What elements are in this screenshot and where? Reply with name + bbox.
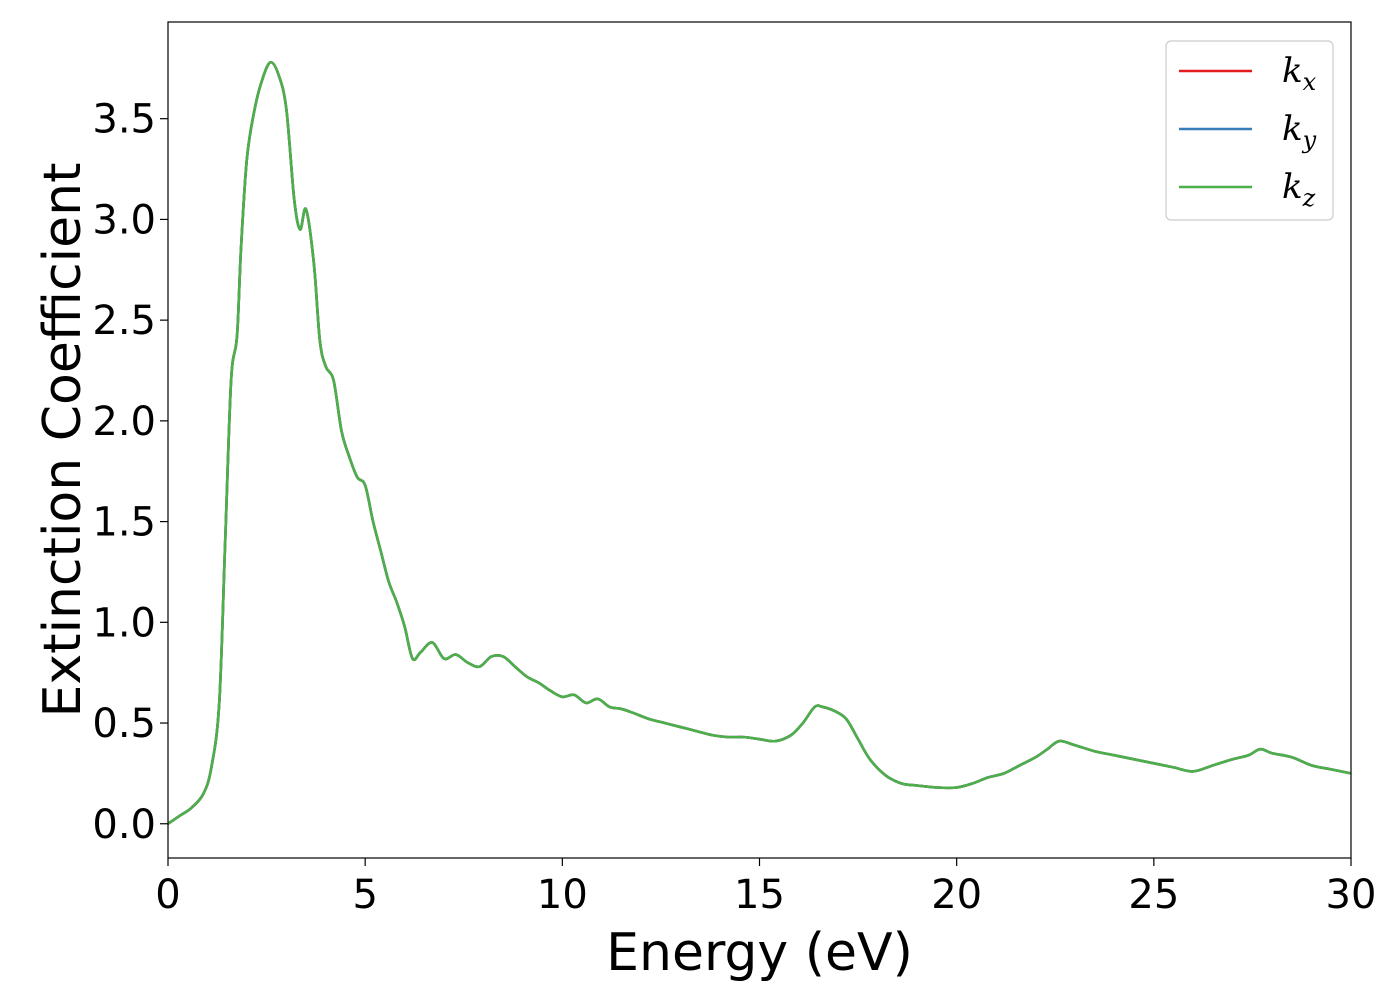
legend-box bbox=[1165, 40, 1334, 221]
x-tick-label: 0 bbox=[155, 872, 180, 918]
x-tick-label: 25 bbox=[1128, 872, 1179, 918]
y-tick-label: 3.5 bbox=[92, 97, 156, 143]
legend-label-subscript: z bbox=[1302, 184, 1316, 212]
x-tick-label: 10 bbox=[537, 872, 588, 918]
x-axis-ticks: 0 5 10 15 20 25 30 bbox=[155, 858, 1376, 918]
legend-label-base: k bbox=[1282, 51, 1303, 91]
series-line-kz bbox=[168, 60, 1351, 825]
y-axis-ticks: 0.0 0.5 1.0 1.5 2.0 2.5 3.0 3.5 bbox=[92, 97, 168, 848]
x-tick-label: 15 bbox=[734, 872, 785, 918]
y-tick-label: 0.0 bbox=[92, 802, 156, 848]
x-tick-label: 5 bbox=[352, 872, 377, 918]
legend-label-subscript: y bbox=[1302, 126, 1317, 154]
y-tick-label: 2.5 bbox=[92, 298, 156, 344]
plot-lines bbox=[168, 60, 1351, 825]
y-tick-label: 2.0 bbox=[92, 399, 156, 445]
legend-label-subscript: x bbox=[1303, 68, 1317, 96]
y-tick-label: 3.0 bbox=[92, 197, 156, 243]
y-tick-label: 1.0 bbox=[92, 600, 156, 646]
legend-label-kx: kx bbox=[1282, 51, 1317, 96]
y-tick-label: 1.5 bbox=[92, 500, 156, 546]
x-tick-label: 30 bbox=[1326, 872, 1377, 918]
legend-label-base: k bbox=[1282, 109, 1303, 149]
legend-label-kz: kz bbox=[1282, 167, 1316, 212]
y-tick-label: 0.5 bbox=[92, 701, 156, 747]
legend-label-base: k bbox=[1282, 167, 1303, 207]
x-axis-label: Energy (eV) bbox=[606, 923, 913, 983]
legend-label-ky: ky bbox=[1282, 109, 1317, 154]
y-axis-label: Extinction Coefficient bbox=[33, 163, 93, 718]
plot-frame bbox=[167, 21, 1352, 859]
x-tick-label: 20 bbox=[931, 872, 982, 918]
